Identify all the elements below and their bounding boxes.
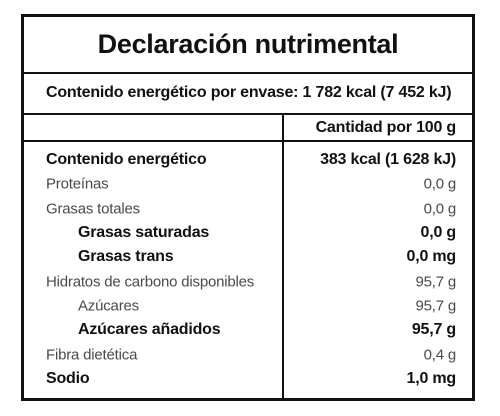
column-divider xyxy=(282,142,284,398)
nutrient-name: Azúcares xyxy=(78,297,139,315)
nutrient-value: 1,0 mg xyxy=(406,369,457,387)
nutrient-row-protein: Proteínas 0,0 g xyxy=(24,172,472,196)
nutrient-value: 0,0 g xyxy=(420,224,457,242)
nutrient-row-energy: Contenido energético 383 kcal (1 628 kJ) xyxy=(24,148,472,172)
nutrient-name: Grasas totales xyxy=(46,200,140,218)
label-title: Declaración nutrimental xyxy=(24,17,472,74)
nutrient-row-saturated-fat: Grasas saturadas 0,0 g xyxy=(24,221,472,245)
column-header-row: Cantidad por 100 g xyxy=(24,115,472,142)
nutrient-name: Contenido energético xyxy=(46,151,207,169)
nutrient-value: 383 kcal (1 628 kJ) xyxy=(320,151,456,169)
nutrient-row-fiber: Fibra dietética 0,4 g xyxy=(24,342,472,366)
nutrient-name: Grasas trans xyxy=(78,248,174,266)
nutrient-value: 0,0 g xyxy=(423,200,457,218)
nutrient-row-sugars: Azúcares 95,7 g xyxy=(24,294,472,318)
nutrient-value: 95,7 g xyxy=(411,321,456,339)
energy-per-package: Contenido energético por envase: 1 782 k… xyxy=(24,72,472,115)
nutrient-name: Sodio xyxy=(46,369,90,387)
nutrient-name: Azúcares añadidos xyxy=(78,321,221,339)
nutrient-row-trans-fat: Grasas trans 0,0 mg xyxy=(24,245,472,269)
nutrient-table: Contenido energético 383 kcal (1 628 kJ)… xyxy=(24,142,472,398)
nutrient-value: 95,7 g xyxy=(415,273,456,291)
nutrient-name: Fibra dietética xyxy=(46,346,138,364)
column-header: Cantidad por 100 g xyxy=(282,115,472,140)
nutrient-row-sodium: Sodio 1,0 mg xyxy=(24,367,472,391)
nutrient-value: 0,0 mg xyxy=(406,248,457,266)
nutrient-name: Hidratos de carbono disponibles xyxy=(46,273,255,291)
nutrient-row-added-sugars: Azúcares añadidos 95,7 g xyxy=(24,318,472,342)
nutrient-row-total-fat: Grasas totales 0,0 g xyxy=(24,197,472,221)
nutrient-row-carbohydrates: Hidratos de carbono disponibles 95,7 g xyxy=(24,269,472,293)
nutrient-name: Proteínas xyxy=(46,175,109,193)
nutrient-name: Grasas saturadas xyxy=(78,224,210,242)
nutrient-value: 0,4 g xyxy=(423,346,457,364)
nutrition-facts-label: Declaración nutrimental Contenido energé… xyxy=(21,14,475,401)
nutrient-value: 95,7 g xyxy=(415,297,456,315)
nutrient-value: 0,0 g xyxy=(423,175,457,193)
